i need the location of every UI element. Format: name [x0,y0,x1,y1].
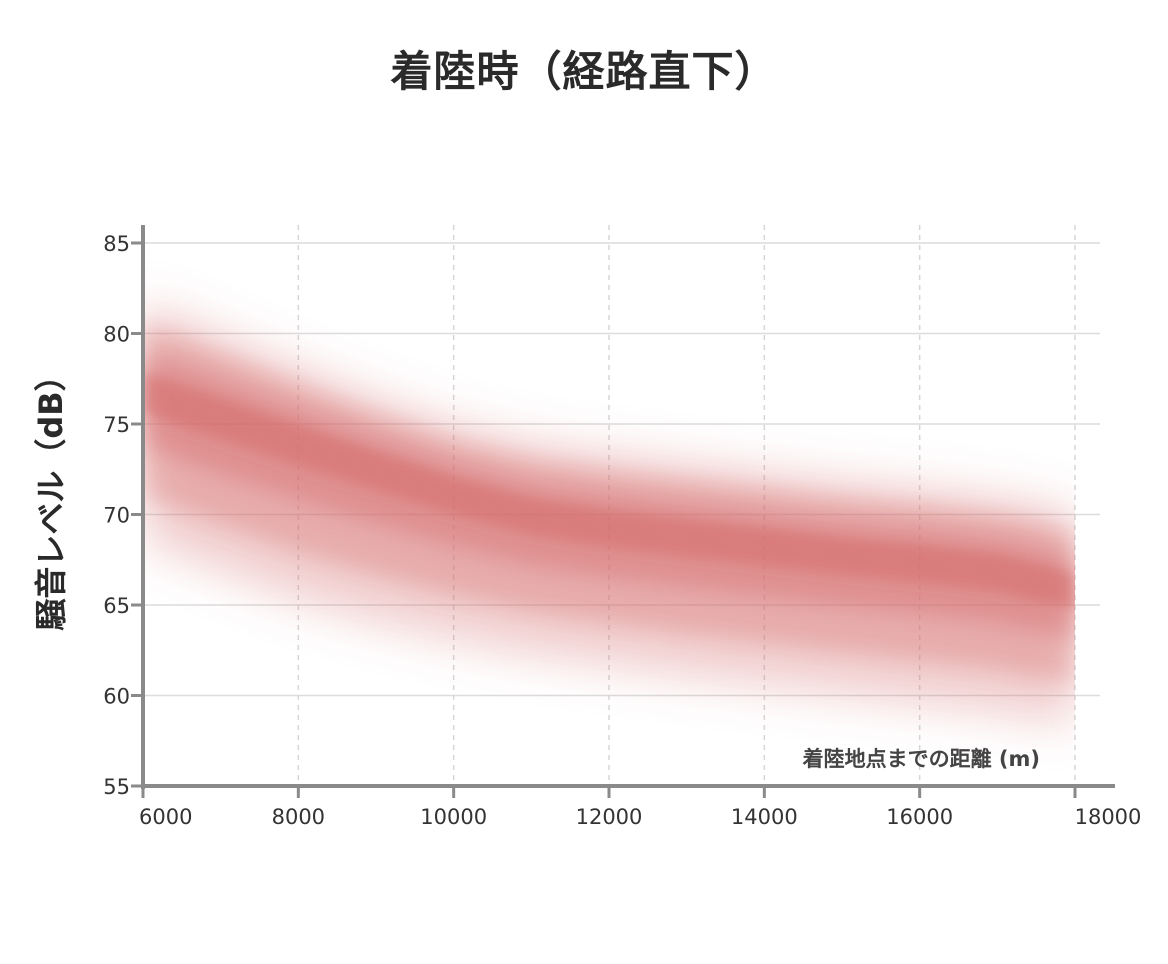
y-tick-label: 85 [103,232,130,256]
y-tick-label: 65 [103,594,130,618]
chart-title: 着陸時（経路直下） [390,47,778,96]
y-tick-label: 80 [103,323,130,347]
y-tick-label: 75 [103,413,130,437]
y-axis-label: 騒音レベル（dB） [32,359,70,630]
x-tick-label: 8000 [272,805,325,829]
x-tick-label: 6000 [139,805,192,829]
x-tick-label: 12000 [576,805,643,829]
x-axis-label: 着陸地点までの距離 (m) [802,747,1040,771]
y-tick-label: 55 [103,775,130,799]
noise-band-core [143,372,1075,610]
x-tick-label: 16000 [886,805,953,829]
noise-band [143,300,1075,727]
x-tick-label: 14000 [731,805,798,829]
y-tick-label: 70 [103,504,130,528]
y-tick-label: 60 [103,685,130,709]
x-tick-label: 18000 [1075,805,1142,829]
tick-labels: 55 60 65 70 75 80 85 6000 8000 10000 12000 14000 160… [103,232,1141,829]
x-tick-label: 10000 [420,805,487,829]
